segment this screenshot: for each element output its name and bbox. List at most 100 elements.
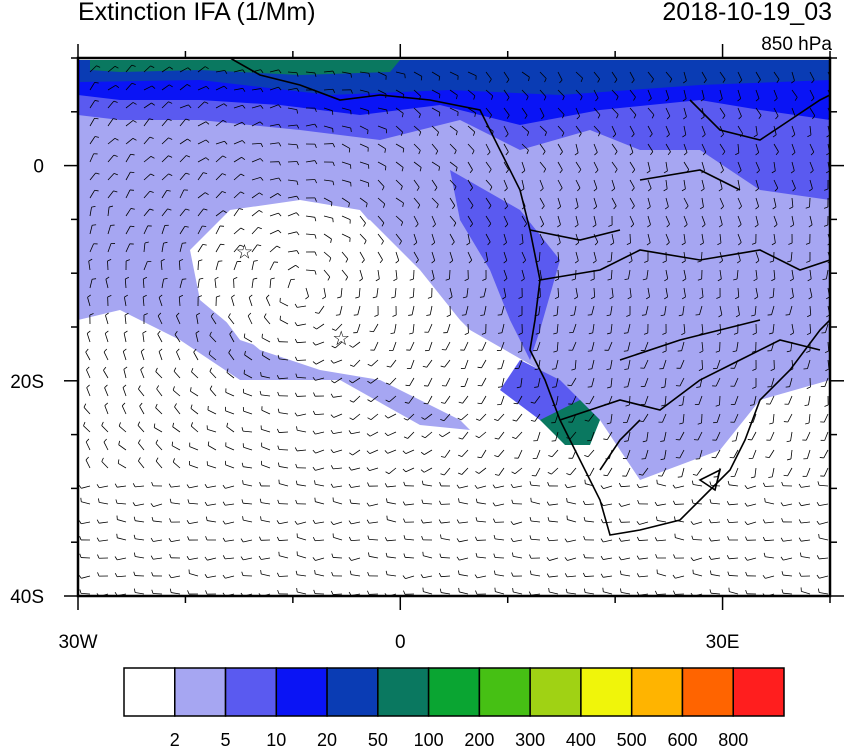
wind-barb <box>209 371 217 379</box>
wind-barb-flag <box>624 368 629 370</box>
wind-barb <box>751 431 757 441</box>
wind-barb-flag <box>94 189 99 192</box>
wind-barb <box>557 251 560 262</box>
wind-barb-flag <box>123 330 128 334</box>
wind-barb-flag <box>259 498 262 503</box>
wind-barb <box>377 269 380 279</box>
wind-barb-flag <box>786 350 791 353</box>
wind-barb-flag <box>729 456 734 459</box>
wind-barb-flag <box>421 535 424 541</box>
wind-barb <box>287 124 297 127</box>
wind-barb-flag <box>626 242 631 246</box>
wind-barb-flag <box>186 84 191 87</box>
wind-barb <box>808 413 811 423</box>
wind-barb-flag <box>609 296 614 300</box>
wind-barb <box>215 70 225 73</box>
wind-barb-flag <box>416 187 420 191</box>
wind-barb <box>117 519 127 523</box>
wind-barb-flag <box>780 502 784 507</box>
wind-barb <box>737 71 743 81</box>
wind-barb <box>143 156 152 163</box>
wind-barb-flag <box>546 536 550 541</box>
wind-barb-flag <box>209 331 212 336</box>
wind-barb-flag <box>438 76 441 81</box>
map-title: Extinction IFA (1/Mm) <box>78 0 316 26</box>
wind-barb-flag <box>641 314 646 316</box>
wind-barb <box>369 449 379 454</box>
wind-barb-flag <box>606 314 611 317</box>
wind-barb <box>371 359 379 367</box>
wind-barb <box>431 215 436 225</box>
wind-barb <box>603 575 613 578</box>
wind-barb <box>125 138 134 145</box>
wind-barb <box>279 358 289 361</box>
wind-barb-flag <box>636 591 640 596</box>
wind-barb-flag <box>530 401 535 404</box>
wind-barb-flag <box>421 435 426 439</box>
wind-barb-flag <box>716 332 721 336</box>
wind-barb <box>225 464 235 469</box>
wind-barb-flag <box>168 137 173 140</box>
wind-barb-flag <box>96 65 101 68</box>
wind-barb <box>518 359 523 369</box>
wind-barb <box>791 143 796 153</box>
wind-barb-flag <box>85 348 89 353</box>
wind-barb-flag <box>214 276 219 280</box>
wind-barb <box>333 485 343 488</box>
wind-barb-flag <box>472 131 476 136</box>
wind-barb-flag <box>592 224 597 228</box>
wind-barb-flag <box>661 404 666 407</box>
wind-barb <box>461 467 469 475</box>
wind-barb-flag <box>439 482 442 487</box>
wind-barb <box>341 179 351 183</box>
wind-barb-flag <box>512 588 514 593</box>
wind-barb-flag <box>700 188 705 192</box>
wind-barb-flag <box>769 260 774 263</box>
wind-barb-flag <box>644 260 649 263</box>
wind-barb-flag <box>421 499 424 504</box>
wind-barb-flag <box>205 536 208 541</box>
wind-barb-flag <box>633 114 637 119</box>
wind-barb <box>359 71 369 74</box>
wind-barbs <box>78 64 830 596</box>
wind-barb <box>269 177 279 181</box>
wind-barb-flag <box>368 552 370 557</box>
wind-barb-flag <box>775 115 779 120</box>
wind-barb <box>698 395 703 405</box>
wind-barb <box>715 449 721 459</box>
wind-barb-flag <box>718 188 723 192</box>
wind-barb <box>377 197 386 205</box>
wind-barb-flag <box>185 172 190 175</box>
wind-barb <box>463 341 469 351</box>
wind-barb <box>765 575 775 579</box>
wind-barb-flag <box>673 554 676 559</box>
wind-barb-flag <box>824 188 829 191</box>
wind-barb <box>405 575 415 580</box>
wind-barb-flag <box>607 260 612 263</box>
wind-barb <box>629 125 635 135</box>
wind-barb-flag <box>655 554 658 559</box>
wind-barb <box>189 573 199 577</box>
wind-barb <box>352 413 361 421</box>
wind-barb <box>247 315 253 325</box>
wind-barb <box>261 446 271 451</box>
wind-barb <box>791 197 794 207</box>
wind-barb <box>719 197 725 207</box>
wind-barb-flag <box>260 570 262 575</box>
wind-barb <box>755 89 760 99</box>
wind-barb-flag <box>168 538 172 542</box>
wind-barb <box>405 503 415 506</box>
wind-barb <box>445 377 451 387</box>
wind-barb-flag <box>673 590 676 595</box>
wind-barb-flag <box>546 557 550 561</box>
wind-barb-flag <box>382 203 386 208</box>
wind-barb <box>755 71 761 80</box>
wind-barb-flag <box>448 296 453 300</box>
wind-barb <box>737 161 742 171</box>
wind-barb <box>665 197 669 207</box>
wind-barb <box>575 161 582 170</box>
wind-barb <box>413 233 418 243</box>
wind-barb-flag <box>150 65 155 68</box>
wind-barb-flag <box>683 116 687 120</box>
wind-barb-flag <box>348 520 352 525</box>
